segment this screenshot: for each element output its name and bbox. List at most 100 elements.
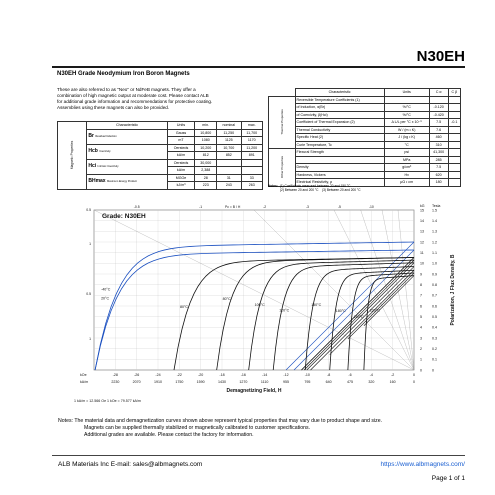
x-tick-label: 160 — [390, 380, 396, 384]
x-tick-label: -10 — [305, 373, 310, 377]
table-header: C α — [428, 88, 449, 97]
table-cell: %/°C — [383, 110, 430, 119]
table-cell — [447, 103, 462, 112]
load-line — [93, 209, 415, 371]
x-units-label: kOe — [80, 373, 87, 377]
x-tick-label: 0 — [413, 380, 415, 384]
table-row: BHmax Maximum Energy Product MGOe 28 31 … — [58, 173, 263, 190]
y-tick-label: 10 — [420, 262, 424, 266]
table-cell: Thermal Conductivity — [294, 125, 385, 134]
table-cell: °C — [383, 140, 430, 149]
table-cell: 263 — [240, 181, 263, 190]
y-tick-label: 0.2 — [432, 347, 437, 351]
x-units-label: kA/m — [80, 380, 88, 384]
thermal-properties-table: Characteristic Units C α C β Thermal Pro… — [268, 88, 462, 187]
top-axis-label: -1 — [199, 205, 202, 209]
left-axis-label: 1 — [89, 242, 91, 246]
y-tick-label: 14 — [420, 219, 424, 223]
y-tick-label: 1.5 — [432, 208, 437, 212]
y-tick-label: 1.4 — [432, 219, 437, 223]
y-tick-label: 9 — [420, 272, 422, 276]
top-axis-label: -10 — [369, 205, 374, 209]
y-tick-label: 0.5 — [432, 315, 437, 319]
table-cell: 28 — [194, 173, 218, 182]
table-cell: kA/m — [166, 166, 196, 175]
table-cell: 33 — [240, 173, 263, 182]
table-cell: 243 — [216, 181, 242, 190]
load-line — [381, 209, 415, 371]
y-tick-label: 0.7 — [432, 294, 437, 298]
table-header: Characteristic — [86, 121, 168, 130]
series-label: 80°C — [223, 297, 231, 301]
y-tick-label: 1.3 — [432, 230, 437, 234]
table-cell — [447, 170, 462, 179]
table-cell — [447, 140, 462, 149]
y-tick-label: 0.4 — [432, 326, 437, 330]
website-link[interactable]: https://www.albmagnets.com/ — [380, 461, 465, 468]
table-cell: 223 — [194, 181, 218, 190]
x-tick-label: 320 — [368, 380, 374, 384]
table-cell: J / (kg • K) — [383, 133, 430, 142]
table-cell: 41,300 — [428, 148, 449, 157]
y-tick-label: 3 — [420, 336, 422, 340]
table-cell: Curie Temperature, Tc — [294, 140, 385, 149]
series-label: 100°C — [255, 303, 265, 307]
x-tick-label: -8 — [327, 373, 330, 377]
x-tick-label: -18 — [219, 373, 224, 377]
x-tick-label: 955 — [283, 380, 289, 384]
series-label: 200°C — [354, 315, 364, 319]
table-cell: Δ L/L per °C x 10⁻⁶ — [383, 118, 430, 127]
y-tick-label: 5 — [420, 315, 422, 319]
table-cell: 11,700 — [240, 128, 263, 137]
y-tick-label: 0.3 — [432, 336, 437, 340]
table-cell — [447, 133, 462, 142]
y-axis-title: Polarization, J Flux Density, B — [450, 254, 456, 325]
table-row: Coefficient of Thermal Expansion (2) Δ L/… — [269, 118, 462, 127]
table-cell: 7.6 — [428, 125, 449, 134]
table-cell: 891 — [240, 151, 263, 160]
table-cell: Oersteds — [166, 143, 196, 152]
intro-line: combination of high magnetic output at m… — [57, 92, 209, 98]
table-row: Electrical Resistivity, ρ μΩ • cm 180 — [269, 178, 462, 187]
top-axis-label: -3 — [306, 205, 309, 209]
x-tick-label: 2230 — [111, 380, 119, 384]
note-line: (1) Coefficients measured between 20 and… — [279, 184, 351, 188]
table-row: MPa 285 — [269, 155, 462, 164]
table-row: Specific Heat (2) J / (kg • K) 460 — [269, 133, 462, 142]
table-cell: of Induction, α(Br) — [294, 103, 385, 112]
y-tick-label: 6 — [420, 304, 422, 308]
intrinsic-curve — [304, 266, 415, 371]
x-tick-label: 1750 — [175, 380, 183, 384]
table-cell: 7.5 — [428, 118, 449, 127]
table-cell — [447, 148, 462, 157]
table-cell: 10,800 — [194, 128, 218, 137]
table-row: of Induction, α(Br) %/°C -0.120 — [269, 103, 462, 112]
y-tick-label: 13 — [420, 230, 424, 234]
table-row: of Coercivity, β(Hci) %/°C -0.420 — [269, 110, 462, 119]
left-axis-label: 1 — [89, 337, 91, 341]
x-tick-label: -6 — [348, 373, 351, 377]
table-cell: psi — [383, 148, 430, 157]
y-units-label: kG — [420, 204, 425, 208]
intro-paragraph: These are also referred to as "Neo" or N… — [57, 87, 262, 111]
table-cell: of Coercivity, β(Hci) — [294, 110, 385, 119]
table-row: Curie Temperature, Tc °C 310 — [269, 140, 462, 149]
table-cell: 1080 — [194, 136, 218, 145]
y-tick-label: 8 — [420, 283, 422, 287]
load-line — [397, 209, 415, 371]
x-tick-label: -14 — [262, 373, 267, 377]
table-header: min. — [194, 121, 218, 130]
y-tick-label: 1.2 — [432, 240, 437, 244]
table-cell: 620 — [428, 170, 449, 179]
note-line: Notes: The material data and demagnetiza… — [58, 418, 383, 424]
intro-line: for additional grade information and rec… — [57, 98, 213, 104]
table-header-row: Characteristic Units C α C β — [269, 88, 462, 97]
top-axis-label: -2 — [263, 205, 266, 209]
intrinsic-curve — [216, 257, 415, 371]
table-cell: Gauss — [166, 128, 196, 137]
footnotes: Notes: The material data and demagnetiza… — [58, 418, 453, 439]
table-cell: 31 — [216, 173, 242, 182]
x-tick-label: 0 — [413, 373, 415, 377]
magnetic-properties-vertical-label: Magnetic Properties — [56, 121, 88, 190]
table-cell — [240, 166, 263, 175]
